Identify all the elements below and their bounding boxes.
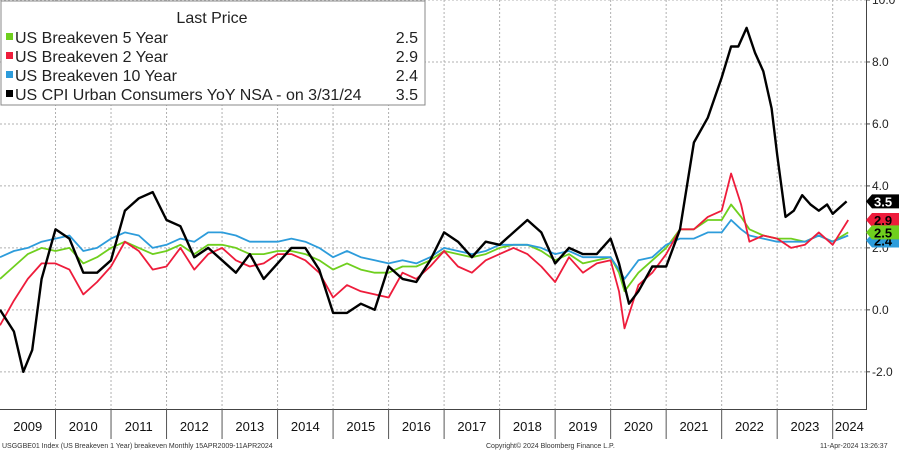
legend-label: US Breakeven 2 Year [15,49,169,66]
legend-value: 2.9 [396,49,418,66]
x-year-label: 2009 [13,419,42,434]
last-value-tag-label: 3.5 [874,194,892,209]
legend-value: 3.5 [396,87,418,104]
last-value-tag-label: 2.9 [874,213,892,228]
footer-timestamp: 11-Apr-2024 13:26:37 [820,443,888,450]
x-year-label: 2014 [291,419,320,434]
legend-value: 2.4 [396,68,418,85]
legend-label: US Breakeven 10 Year [15,68,178,85]
series-line-us-breakeven-5-year [0,203,849,293]
last-value-tag-label: 2.5 [874,225,892,240]
y-tick-label: 10.0 [872,0,896,7]
legend-swatch [6,33,13,40]
x-year-label: 2011 [125,419,153,434]
x-year-label: 2012 [180,419,209,434]
series-layer [0,26,849,373]
legend-swatch [6,71,13,78]
x-year-label: 2024 [835,419,864,434]
legend-box [0,0,426,106]
last-value-tag [866,225,899,240]
x-axis: 2009 2010 2011 2012 2013 2014 2015 2016 2017 2018… [13,409,864,439]
x-year-label: 2018 [513,419,542,434]
series-line-us-breakeven-2-year [0,172,849,330]
x-year-label: 2020 [624,419,653,434]
x-year-label: 2015 [346,419,375,434]
x-year-label: 2010 [69,419,98,434]
x-year-label: 2019 [568,419,597,434]
x-year-label: 2023 [790,419,819,434]
x-year-label: 2021 [679,419,708,434]
y-tick-label: 6.0 [872,117,889,131]
y-tick-label: 0.0 [872,303,889,317]
legend-label: US Breakeven 5 Year [15,30,169,47]
x-year-label: 2013 [235,419,264,434]
x-year-label: 2017 [457,419,486,434]
legend: Last Price US Breakeven 5 Year 2.5 US Brea… [0,0,426,106]
legend-label: US CPI Urban Consumers YoY NSA - on 3/31… [15,87,362,104]
x-year-label: 2022 [735,419,764,434]
x-year-label: 2016 [402,419,431,434]
footer-copyright: Copyright© 2024 Bloomberg Finance L.P. [486,443,615,450]
y-axis: -2.00.02.04.06.08.010.0 [866,0,896,379]
last-value-tag [866,212,899,227]
y-tick-label: 4.0 [872,179,889,193]
y-tick-label: -2.0 [872,365,893,379]
legend-swatch [6,90,13,97]
legend-swatch [6,52,13,59]
legend-value: 2.5 [396,30,418,47]
last-value-tag [866,194,899,209]
series-line-us-cpi-urban-consumers-yoy-nsa [0,26,848,373]
legend-header: Last Price [176,10,247,27]
last-value-tags: 2.92.42.53.5 [866,194,899,248]
y-tick-label: 8.0 [872,55,889,69]
series-line-us-breakeven-10-year [0,219,849,280]
footer-source: USGGBE01 Index (US Breakeven 1 Year) bre… [2,443,273,450]
